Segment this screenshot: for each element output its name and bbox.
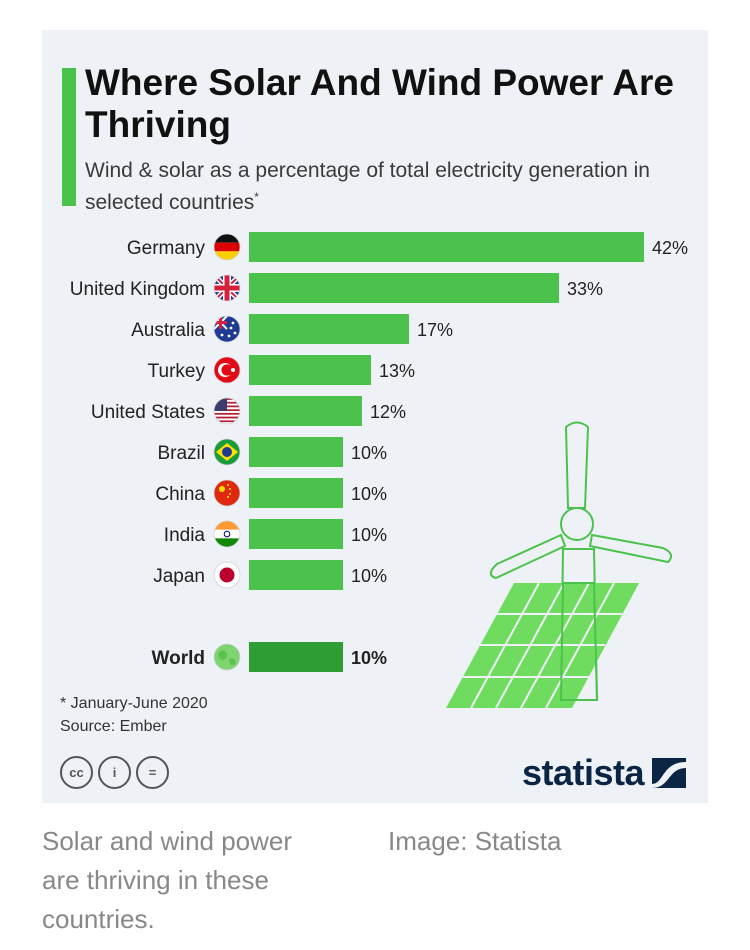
bar-australia [249,314,409,344]
solar-panel-illustration [446,582,639,709]
image-credit: Image: Statista [388,826,562,856]
bar-brazil [249,437,343,467]
value-label: 33% [567,279,603,299]
category-label: United States [91,402,205,423]
creative-commons-icon[interactable]: cc [60,756,93,789]
category-label: Germany [127,238,206,259]
subtitle-text: Wind & solar as a percentage of total el… [85,159,650,214]
brazil-flag-icon [213,438,241,466]
united-states-flag-icon [213,397,241,425]
china-flag-icon [213,479,241,507]
chart-subtitle: Wind & solar as a percentage of total el… [85,157,695,216]
bar-turkey [249,355,371,385]
india-flag-icon [213,520,241,548]
united-kingdom-flag-icon [213,274,241,302]
value-label: 17% [417,320,453,340]
category-label: Turkey [148,361,206,382]
category-label: Brazil [157,443,205,464]
value-label: 10% [351,566,387,586]
chart-rows: Germany 42% United Kingdom 33% Australia 17% T… [70,232,688,672]
bar-germany [249,232,644,262]
category-label: India [164,525,206,546]
bar-united-states [249,396,362,426]
footnote: * January-June 2020 [60,695,208,712]
value-label: 10% [351,484,387,504]
value-label: 10% [351,443,387,463]
image-caption: Solar and wind power are thriving in the… [42,826,293,934]
chart-title: Where Solar And Wind Power Are Thriving [85,62,675,145]
value-label: 12% [370,402,406,422]
category-label: United Kingdom [70,279,205,300]
world-flag-icon [213,643,241,671]
category-label: China [155,484,205,505]
australia-flag-icon [213,315,241,343]
source-note: Source: Ember [60,718,167,735]
japan-flag-icon [213,561,241,589]
statista-logo-icon [652,758,687,788]
attribution-icon[interactable]: i [98,756,131,789]
value-label: 13% [379,361,415,381]
category-label: Australia [131,320,205,341]
value-label: 10% [351,525,387,545]
bar-japan [249,560,343,590]
germany-flag-icon [213,233,241,261]
no-derivatives-icon[interactable]: = [136,756,169,789]
statista-logo[interactable]: statista [522,752,687,794]
statista-logo-text: statista [522,752,645,793]
category-label: World [152,648,205,669]
bar-united-kingdom [249,273,559,303]
turkey-flag-icon [213,356,241,384]
license-icons: cc i = [60,756,169,790]
subtitle-footnote-mark: * [254,190,259,204]
title-accent-bar [62,68,76,206]
bar-india [249,519,343,549]
bar-world [249,642,343,672]
value-label: 10% [351,648,387,668]
category-label: Japan [153,566,205,587]
bar-china [249,478,343,508]
chart-footnote-block: * January-June 2020 Source: Ember [60,692,208,738]
value-label: 42% [652,238,688,258]
